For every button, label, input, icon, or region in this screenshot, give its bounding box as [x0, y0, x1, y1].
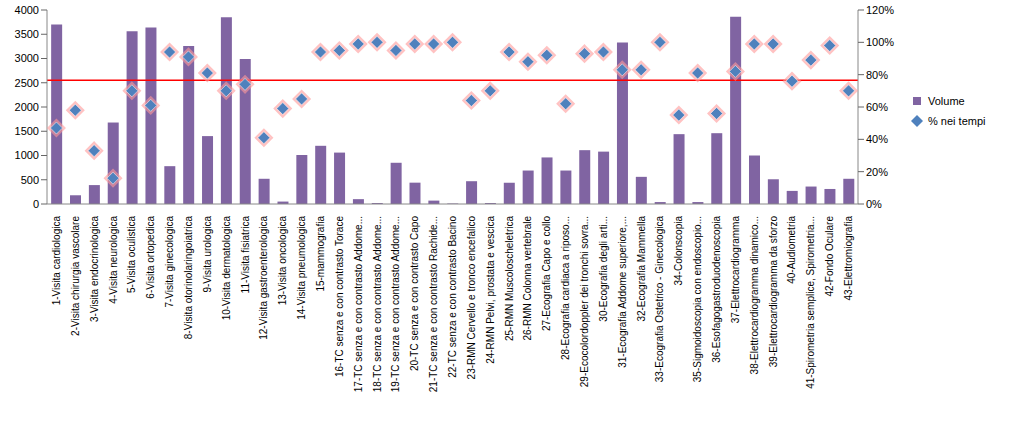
svg-text:40-Audiometria: 40-Audiometria	[786, 216, 797, 284]
svg-text:21-TC senza e con contrasto Ra: 21-TC senza e con contrasto Rachide...	[428, 216, 439, 392]
svg-text:19-TC senza e con contrasto Ad: 19-TC senza e con contrasto Addome...	[390, 216, 401, 392]
html-text:% nei tempi: % nei tempi	[928, 115, 986, 127]
svg-text:0%: 0%	[866, 198, 882, 210]
svg-text:120%: 120%	[866, 4, 894, 16]
svg-text:27-Ecografia Capo e collo: 27-Ecografia Capo e collo	[541, 216, 552, 332]
svg-text:3000: 3000	[15, 52, 39, 64]
svg-text:30-Ecografia degli arti...: 30-Ecografia degli arti...	[598, 216, 609, 322]
svg-text:40%: 40%	[866, 133, 888, 145]
svg-text:24-RMN Pelvi, prostata e vesci: 24-RMN Pelvi, prostata e vescica	[485, 216, 496, 364]
svg-text:28-Ecografia cardiaca a riposo: 28-Ecografia cardiaca a riposo...	[560, 216, 571, 360]
svg-text:35-Sigmoidoscopia con endoscop: 35-Sigmoidoscopia con endoscopio...	[692, 216, 703, 382]
svg-text:36-Esofagogastroduodenoscopia: 36-Esofagogastroduodenoscopia	[711, 216, 722, 363]
svg-text:12-Visita gastroenterologica: 12-Visita gastroenterologica	[258, 216, 269, 340]
svg-text:500: 500	[21, 174, 39, 186]
html-text:Volume: Volume	[928, 95, 965, 107]
svg-text:9-Visita urologica: 9-Visita urologica	[202, 216, 213, 293]
svg-text:0: 0	[33, 198, 39, 210]
svg-text:43-Elettromiografia: 43-Elettromiografia	[843, 216, 854, 301]
svg-text:80%: 80%	[866, 69, 888, 81]
svg-text:3500: 3500	[15, 28, 39, 40]
svg-text:32-Ecografia Mammella: 32-Ecografia Mammella	[636, 216, 647, 322]
svg-text:31-Ecografia Addome superiore,: 31-Ecografia Addome superiore,...	[617, 216, 628, 368]
svg-text:41-Spirometria semplice, Spiro: 41-Spirometria semplice, Spirometria...	[805, 216, 816, 389]
svg-text:14-Visita pneumologica: 14-Visita pneumologica	[296, 216, 307, 320]
svg-text:2500: 2500	[15, 77, 39, 89]
svg-text:37-Elettrocardiogramma: 37-Elettrocardiogramma	[730, 216, 741, 324]
svg-text:100%: 100%	[866, 36, 894, 48]
svg-text:6-Visita ortopedica: 6-Visita ortopedica	[145, 216, 156, 299]
svg-text:39-Elettrocardiogramma da sfor: 39-Elettrocardiogramma da sforzo	[768, 216, 779, 368]
svg-text:17-TC senza e con contrasto Ad: 17-TC senza e con contrasto Addome...	[353, 216, 364, 392]
svg-text:13-Visita oncologica: 13-Visita oncologica	[277, 216, 288, 306]
svg-text:18-TC senza e con contrasto Ad: 18-TC senza e con contrasto Addome...	[372, 216, 383, 392]
svg-text:8-Visita otorinolaringoiatrica: 8-Visita otorinolaringoiatrica	[183, 216, 194, 340]
svg-text:16-TC senza e con contrasto To: 16-TC senza e con contrasto Torace	[334, 216, 345, 377]
svg-text:33-Ecografia Ostetrico - Ginec: 33-Ecografia Ostetrico - Ginecologica	[654, 216, 665, 383]
svg-text:38-Elettrocardiogramma dinamic: 38-Elettrocardiogramma dinamico...	[749, 216, 760, 374]
svg-text:1000: 1000	[15, 149, 39, 161]
svg-text:29-Ecocolordoppler dei tronchi: 29-Ecocolordoppler dei tronchi sovra...	[579, 216, 590, 387]
svg-text:7-Visita ginecologica: 7-Visita ginecologica	[164, 216, 175, 308]
svg-text:1500: 1500	[15, 125, 39, 137]
svg-text:4-Visita neurologica: 4-Visita neurologica	[108, 216, 119, 304]
svg-text:3-Visita endocrinologica: 3-Visita endocrinologica	[89, 216, 100, 322]
svg-text:5-Visita oculistica: 5-Visita oculistica	[126, 216, 137, 294]
svg-text:26-RMN Colonna vertebrale: 26-RMN Colonna vertebrale	[522, 216, 533, 341]
svg-text:4000: 4000	[15, 4, 39, 16]
svg-text:20-TC senza e con contrasto Ca: 20-TC senza e con contrasto Capo	[409, 216, 420, 372]
svg-text:22-TC senza e con contrasto Ba: 22-TC senza e con contrasto Bacino	[447, 216, 458, 378]
svg-text:2000: 2000	[15, 101, 39, 113]
svg-text:34-Colonscopia: 34-Colonscopia	[673, 216, 684, 286]
svg-text:25-RMN Muscoloscheletrica: 25-RMN Muscoloscheletrica	[504, 216, 515, 341]
svg-text:1-Visita cardiologica: 1-Visita cardiologica	[51, 216, 62, 306]
svg-text:23-RMN Cervello e tronco encef: 23-RMN Cervello e tronco encefalico	[466, 216, 477, 380]
svg-text:60%: 60%	[866, 101, 888, 113]
svg-text:42-Fondo Oculare: 42-Fondo Oculare	[824, 216, 835, 297]
svg-text:11-Visita fisiatrica: 11-Visita fisiatrica	[240, 216, 251, 294]
svg-text:20%: 20%	[866, 166, 888, 178]
svg-text:10-Visita dermatologica: 10-Visita dermatologica	[221, 216, 232, 321]
svg-text:15-mammografia: 15-mammografia	[315, 216, 326, 292]
svg-text:2-Visita chirurgia vascolare: 2-Visita chirurgia vascolare	[70, 216, 81, 336]
